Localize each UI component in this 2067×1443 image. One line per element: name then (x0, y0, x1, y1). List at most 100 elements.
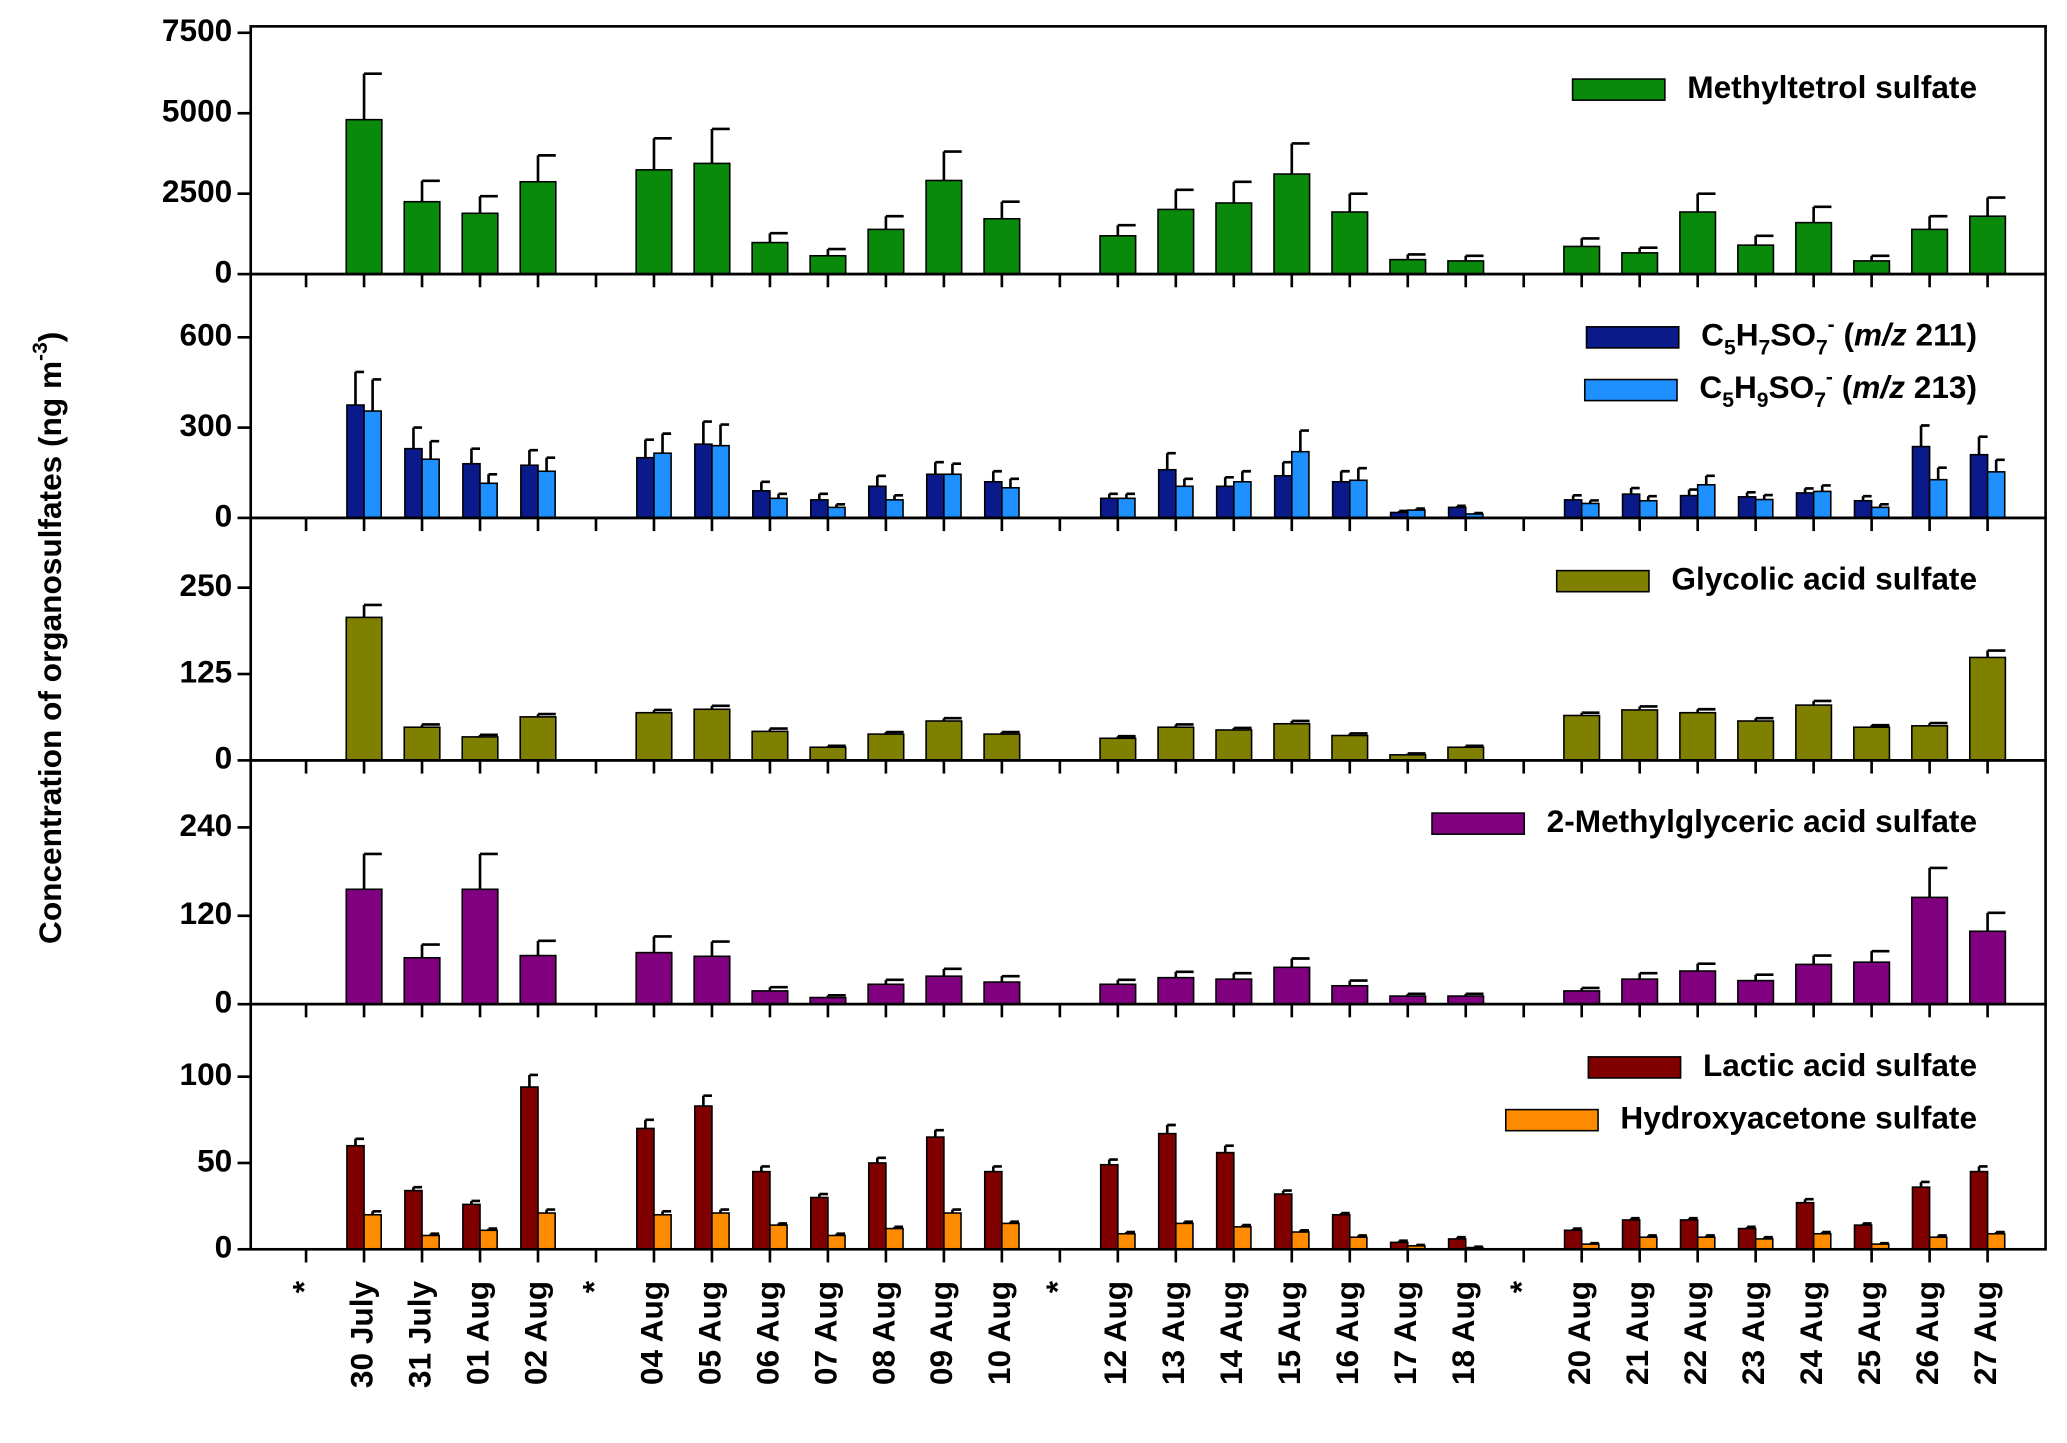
x-tick-label: 16 Aug (1329, 1281, 1365, 1385)
bar (1679, 1219, 1699, 1251)
error-bar (1232, 971, 1252, 980)
bar (1447, 1238, 1467, 1251)
legend-text-part: H (1736, 317, 1759, 353)
error-bar (420, 943, 440, 958)
error-bar (1290, 142, 1310, 175)
bar (1853, 260, 1891, 275)
bar (867, 983, 905, 1005)
bar (1157, 726, 1195, 762)
bar (1737, 496, 1757, 519)
bar (1812, 1232, 1832, 1251)
error-bar (942, 150, 962, 181)
error-bar (876, 474, 886, 487)
error-bar (1000, 974, 1020, 983)
error-bar (991, 1165, 1002, 1172)
bar (537, 470, 556, 519)
bar (1754, 498, 1774, 519)
error-bar (702, 420, 712, 445)
legend-text-part: SO (1770, 317, 1816, 353)
bar (1969, 656, 2007, 762)
x-tick-label: 10 Aug (981, 1281, 1017, 1385)
y-tick-label: 125 (180, 653, 233, 689)
bar (1969, 1170, 1989, 1251)
legend-text-part: 213) (1905, 369, 1977, 405)
bar (462, 462, 481, 519)
bar (1001, 1222, 1020, 1251)
bar (693, 955, 731, 1005)
bar (885, 499, 904, 519)
error-bar (487, 472, 498, 484)
bar (943, 473, 962, 519)
legend-label: Hydroxyacetone sulfate (1620, 1099, 1977, 1135)
error-bar (826, 247, 846, 256)
error-bar (362, 72, 382, 120)
bar (1175, 1222, 1194, 1251)
x-tick-label: * (1503, 1280, 1539, 1293)
bar (1621, 709, 1659, 762)
bar (1331, 734, 1369, 762)
bar (1853, 961, 1891, 1005)
bar (1215, 729, 1253, 762)
y-tick-label: 0 (215, 1229, 233, 1265)
bar (519, 180, 557, 275)
y-tick-label: 250 (180, 567, 233, 603)
error-bar (768, 231, 788, 243)
error-bar (1339, 469, 1350, 482)
bar (345, 888, 383, 1005)
error-bar (429, 439, 440, 460)
bar (462, 1203, 481, 1251)
legend-text-part: H (1734, 369, 1757, 405)
bar (363, 410, 382, 519)
y-tick-label: 0 (215, 740, 233, 776)
bar (403, 956, 441, 1005)
bar (1233, 1226, 1252, 1251)
bar (520, 464, 539, 519)
bar (1331, 1213, 1351, 1251)
bar (345, 118, 383, 275)
legend-text-part: 5 (1722, 389, 1734, 412)
bar (867, 733, 905, 762)
x-tick-label: 12 Aug (1097, 1281, 1133, 1385)
error-bar (371, 378, 382, 412)
bar (867, 1162, 887, 1251)
bar (983, 733, 1021, 762)
error-bar (1165, 1123, 1176, 1134)
bar (1853, 726, 1891, 762)
bar (403, 726, 441, 762)
bar (1290, 1231, 1310, 1251)
error-bar (1290, 957, 1310, 968)
error-bar (1928, 866, 1948, 898)
bar (751, 990, 789, 1005)
error-bar (1165, 451, 1176, 470)
bar (1273, 966, 1311, 1005)
bar (1737, 1227, 1757, 1251)
error-bar (934, 1128, 944, 1138)
legend-text-part: 7 (1759, 336, 1771, 359)
legend-swatch (1583, 378, 1678, 402)
error-bar (991, 469, 1002, 482)
bar (345, 616, 383, 762)
bar (1638, 499, 1658, 519)
error-bar (1919, 1180, 1930, 1188)
legend-text-part: 9 (1757, 389, 1769, 412)
legend-text-part: - (1828, 313, 1835, 336)
legend-label: C5H7SO7- (m/z 211) (1701, 313, 1977, 359)
x-tick-label: 02 Aug (517, 1281, 553, 1385)
label-part: Concentration of organosulfates (ng m (32, 361, 68, 944)
bar (867, 228, 905, 275)
error-bar (1754, 234, 1774, 246)
panel-frame (249, 1002, 2047, 1251)
bar (1563, 245, 1601, 275)
legend-label: Methyltetrol sulfate (1687, 69, 1977, 105)
error-bar (1870, 949, 1890, 963)
error-bar (1977, 1165, 1988, 1172)
bar (1870, 506, 1890, 519)
bar (461, 736, 499, 762)
error-bar (760, 1165, 770, 1172)
bar (636, 1127, 655, 1251)
bar (1795, 492, 1815, 519)
error-bar (644, 1118, 654, 1129)
bar (751, 241, 789, 275)
bar (1215, 1151, 1235, 1251)
bar (752, 490, 771, 519)
